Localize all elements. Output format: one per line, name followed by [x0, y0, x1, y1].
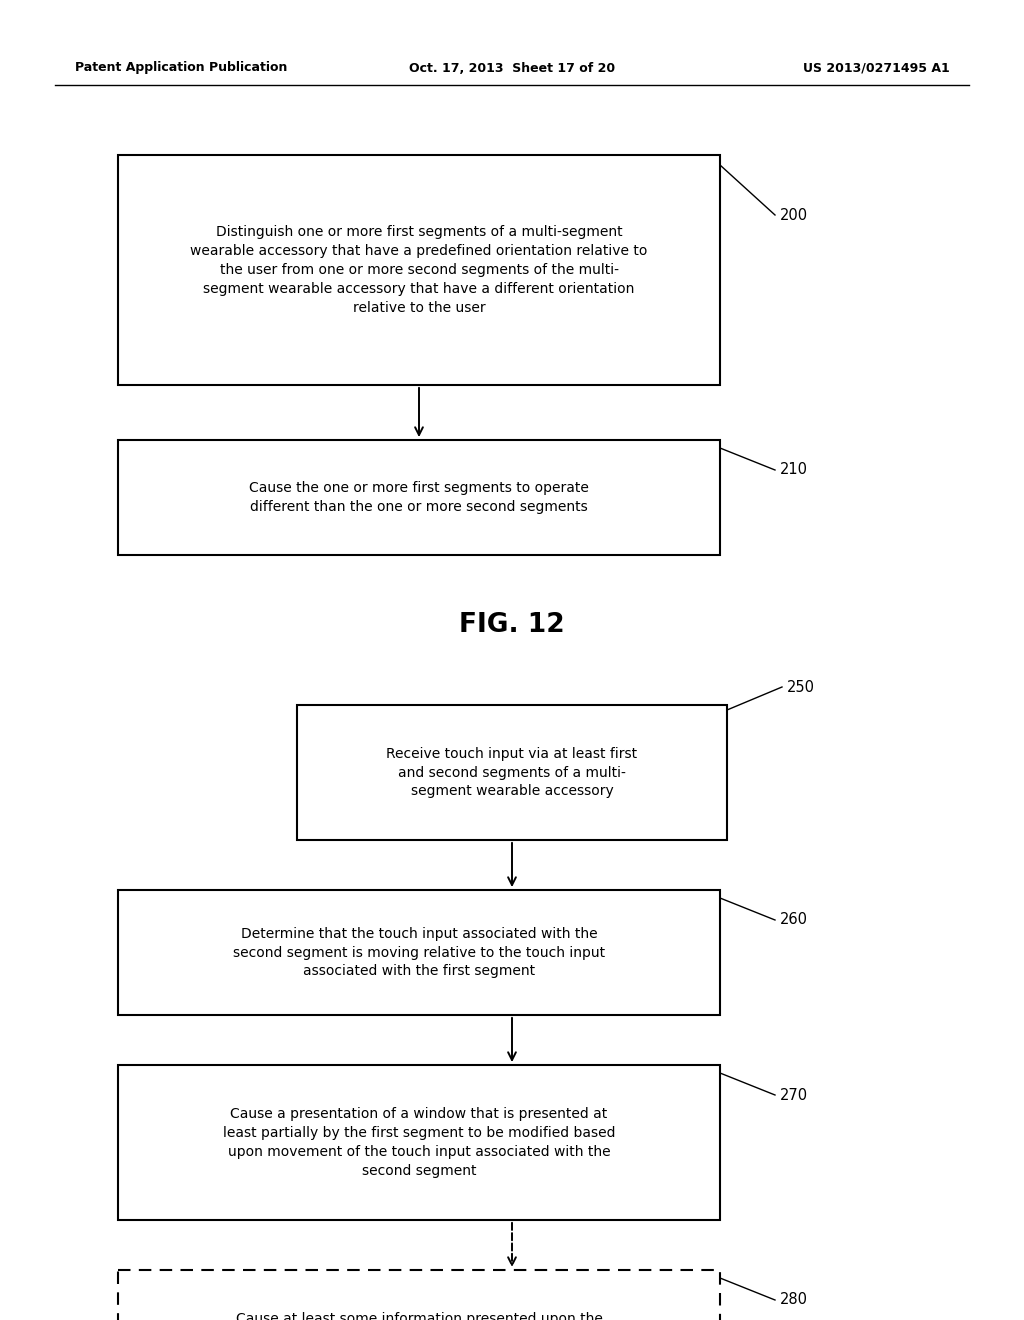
Text: Cause the one or more first segments to operate
different than the one or more s: Cause the one or more first segments to … — [249, 480, 589, 513]
Bar — [297, 705, 727, 840]
Bar — [118, 440, 720, 554]
Text: 200: 200 — [780, 207, 808, 223]
Text: 280: 280 — [780, 1292, 808, 1308]
Text: 260: 260 — [780, 912, 808, 928]
Text: Oct. 17, 2013  Sheet 17 of 20: Oct. 17, 2013 Sheet 17 of 20 — [409, 62, 615, 74]
Bar — [118, 154, 720, 385]
Text: US 2013/0271495 A1: US 2013/0271495 A1 — [803, 62, 950, 74]
Text: Determine that the touch input associated with the
second segment is moving rela: Determine that the touch input associate… — [232, 927, 605, 978]
Text: Cause a presentation of a window that is presented at
least partially by the fir: Cause a presentation of a window that is… — [223, 1107, 615, 1177]
Bar — [118, 1270, 720, 1320]
Text: 270: 270 — [780, 1088, 808, 1102]
Text: 210: 210 — [780, 462, 808, 478]
Text: FIG. 12: FIG. 12 — [459, 612, 565, 638]
Text: 250: 250 — [787, 680, 815, 694]
Text: Receive touch input via at least first
and second segments of a multi-
segment w: Receive touch input via at least first a… — [386, 747, 638, 799]
Text: Patent Application Publication: Patent Application Publication — [75, 62, 288, 74]
Text: Cause at least some information presented upon the
second segment prior to incre: Cause at least some information presente… — [229, 1312, 608, 1320]
Bar — [118, 890, 720, 1015]
Text: Distinguish one or more first segments of a multi-segment
wearable accessory tha: Distinguish one or more first segments o… — [190, 226, 648, 315]
Bar — [118, 1065, 720, 1220]
